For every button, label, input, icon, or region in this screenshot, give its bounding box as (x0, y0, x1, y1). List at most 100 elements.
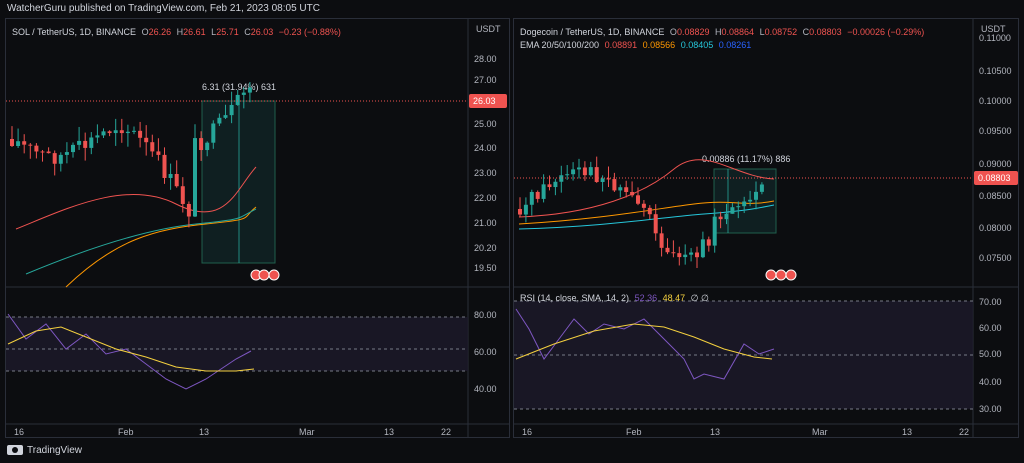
doge-candle-body (612, 179, 617, 191)
doge-candle-body (594, 167, 599, 182)
sol-candle-body (71, 144, 75, 153)
sol-price-tick: 25.00 (474, 119, 497, 129)
doge-measure-label: 0.00886 (11.17%) 886 (702, 154, 790, 164)
doge-candle-body (736, 206, 741, 208)
doge-open-label: O (669, 27, 677, 37)
doge-event-flag-icon (765, 269, 777, 281)
sol-candle-body (132, 130, 136, 132)
doge-candle-body (695, 252, 699, 258)
sol-candle-body (34, 145, 39, 152)
doge-low-value: 0.08752 (764, 27, 798, 37)
doge-candle-body (547, 184, 552, 188)
sol-candle-body (83, 140, 88, 148)
doge-price-tick: 0.08500 (979, 191, 1012, 201)
sol-open-value: 26.26 (148, 27, 172, 37)
doge-ema-line-1 (518, 200, 775, 225)
doge-candle-body (535, 191, 540, 199)
sol-candle-body (95, 135, 100, 138)
doge-rsi-ma-value: 48.47 (662, 293, 686, 303)
sol-candle-body (144, 137, 149, 143)
doge-candle-body (636, 195, 640, 204)
doge-symbol-label: Dogecoin / TetherUS, 1D, BINANCE (520, 27, 665, 37)
doge-rsi-ma-line (515, 323, 773, 360)
doge-open-value: 0.08829 (676, 27, 710, 37)
sol-candle-body (77, 140, 82, 145)
sol-price-tick: 24.00 (474, 143, 497, 153)
doge-price-tick: 0.07500 (979, 253, 1012, 263)
doge-candle-body (712, 216, 717, 246)
doge-last-price-value: 0.08803 (978, 173, 1011, 183)
doge-rsi-label: RSI (14, close, SMA, 14, 2) (520, 293, 630, 303)
sol-event-flag-icon (258, 269, 270, 281)
sol-candle-body (162, 154, 167, 178)
sol-low-label: L (211, 27, 217, 37)
sol-time-tick: 22 (441, 427, 451, 437)
doge-candle-body (677, 253, 682, 258)
doge-candle-body (700, 239, 705, 258)
sol-candle-body (89, 137, 94, 148)
sol-candle-body (156, 151, 161, 155)
tradingview-logo-icon (7, 445, 23, 456)
doge-candle-body (630, 191, 635, 196)
publish-header-text: WatcherGuru published on TradingView.com… (7, 3, 320, 14)
sol-low-value: 25.71 (216, 27, 239, 37)
sol-candle-body (28, 144, 33, 146)
sol-candle-body (119, 130, 124, 134)
bottom-bar: TradingView (0, 441, 1024, 463)
doge-currency-label: USDT (981, 24, 1006, 34)
doge-price-tick: 0.08000 (979, 223, 1012, 233)
sol-chart-panel[interactable]: USDT 28.00 27.00 25.00 24.00 23.00 22.00 21.00 2… (5, 18, 510, 438)
doge-price-tick: 0.10000 (979, 96, 1012, 106)
doge-price-tick: 0.11000 (979, 33, 1011, 43)
sol-close-value: 26.03 (250, 27, 274, 37)
sol-candle-body (186, 203, 191, 217)
sol-candle-body (211, 123, 216, 143)
sol-event-flag-icon (268, 269, 280, 281)
doge-candle-body (748, 199, 753, 202)
sol-candle-body (217, 117, 222, 124)
sol-time-tick: Mar (299, 427, 315, 437)
sol-time-tick: 13 (199, 427, 209, 437)
doge-candle-body (754, 191, 758, 200)
doge-rsi-tick: 50.00 (979, 349, 1002, 359)
doge-change-value: −0.00026 (−0.29%) (847, 27, 925, 37)
sol-candle-body (64, 152, 69, 155)
doge-price-tick: 0.09000 (979, 159, 1012, 169)
sol-candle-body (180, 186, 185, 204)
sol-candle-body (229, 104, 234, 116)
doge-last-price-badge (974, 171, 1018, 185)
doge-time-tick: 16 (522, 427, 532, 437)
sol-rsi-tick: 40.00 (474, 384, 497, 394)
doge-candle-body (689, 252, 694, 255)
doge-low-label: L (759, 27, 765, 37)
sol-price-tick: 19.50 (474, 263, 497, 273)
sol-open-label: O (141, 27, 149, 37)
doge-chart-panel[interactable]: USDT 0.11000 0.10500 0.10000 0.09500 0.09000 0… (513, 18, 1019, 438)
doge-candle-body (618, 187, 623, 191)
doge-time-tick: 13 (710, 427, 720, 437)
doge-candle-body (706, 239, 711, 246)
doge-rsi-tick: 30.00 (979, 404, 1002, 414)
doge-ema20-value: 0.08891 (604, 40, 638, 50)
sol-candle-body (46, 151, 51, 154)
doge-time-tick: 22 (959, 427, 969, 437)
tradingview-logo[interactable]: TradingView (7, 444, 82, 458)
doge-candle-body (523, 204, 528, 215)
doge-candle-body (582, 167, 587, 176)
sol-ema-line-2 (25, 208, 257, 275)
doge-rsi-legend: RSI (14, close, SMA, 14, 2) 52.36 48.47 … (520, 293, 712, 304)
doge-ema200-value: 0.08261 (718, 40, 752, 50)
doge-rsi-tick: 60.00 (979, 323, 1002, 333)
sol-candle-body (58, 154, 63, 164)
doge-high-value: 0.08864 (721, 27, 755, 37)
doge-candle-body (730, 207, 735, 214)
sol-candle-body (247, 87, 252, 93)
doge-candle-body (641, 203, 646, 208)
sol-chart-canvas[interactable]: USDT 28.00 27.00 25.00 24.00 23.00 22.00 21.00 2… (6, 19, 510, 438)
doge-candle-body (559, 175, 564, 182)
doge-time-tick: 13 (902, 427, 912, 437)
sol-candle-body (168, 173, 173, 178)
doge-legend: Dogecoin / TetherUS, 1D, BINANCE O0.0882… (520, 27, 927, 37)
tradingview-brand-text: TradingView (27, 445, 83, 456)
